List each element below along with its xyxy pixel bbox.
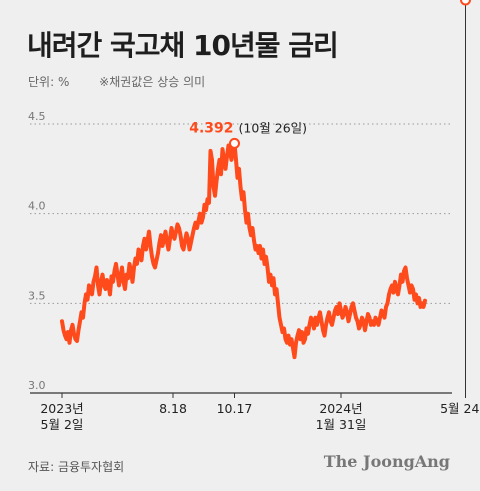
chart-subtitle: 단위: % ※채권값은 상승 의미 [28,73,231,90]
unit-label: 단위: % [28,75,70,89]
y-tick-label: 4.5 [28,110,46,123]
source-label: 자료: 금융투자협회 [28,460,125,474]
series-line [60,141,427,360]
annotation-marker [460,0,471,6]
publisher-logo: The JoongAng [323,452,450,471]
y-tick-label: 3.5 [28,289,46,302]
x-tick-label: 2024년 [319,401,362,416]
annotation-value: 3.515 [458,0,480,4]
x-tick-label: 10.17 [217,401,253,416]
annotations: 4.392 (10월 26일) 3.515 [189,0,480,393]
y-tick-label: 3.0 [28,379,46,392]
x-tick-label: 5월 2일 [41,417,84,432]
annotation-value: 4.392 [189,120,233,136]
x-tick-label: 2023년 [40,401,83,416]
x-tick-label: 5월 24일 [440,401,480,416]
note-label: ※채권값은 상승 의미 [99,75,206,89]
x-tick-label: 1월 31일 [316,417,367,432]
annotation-marker [229,137,240,149]
y-axis-ticks: 3.0 3.5 4.0 4.5 [28,110,46,392]
x-tick-label: 8.18 [159,401,187,416]
chart-title: 내려간 국고채 10년물 금리 [27,29,339,62]
annotation-note: (10월 26일) [239,120,308,135]
y-tick-label: 4.0 [28,200,46,213]
grid-lines [30,123,452,304]
